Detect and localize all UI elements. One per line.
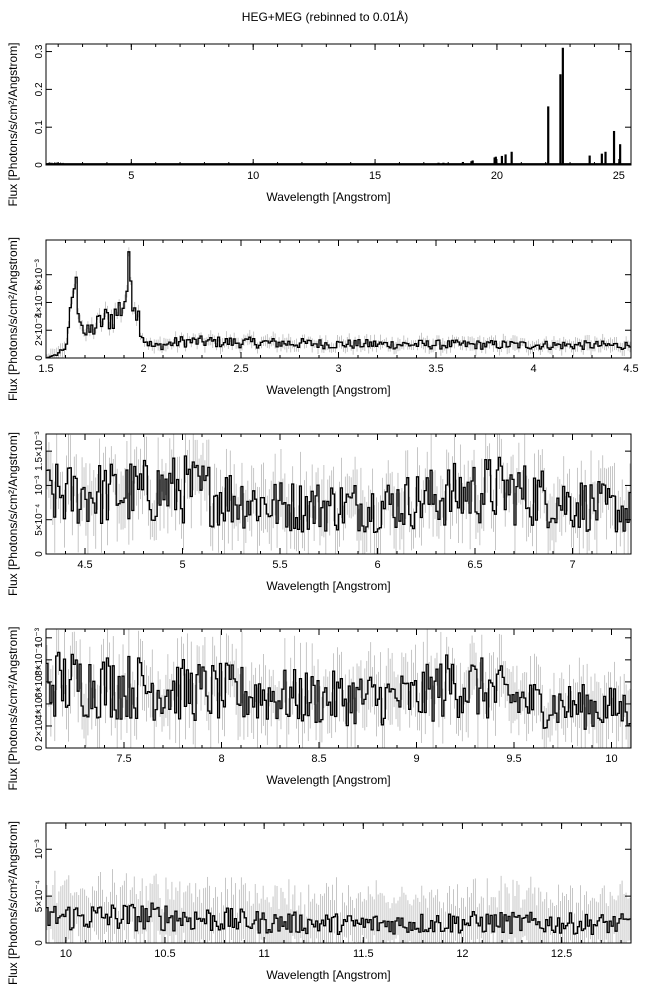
y-tick-label: 6×10⁻⁴ <box>34 666 45 698</box>
data-series <box>46 47 631 165</box>
y-tick-label: 2×10⁻⁴ <box>34 710 45 742</box>
x-tick-label: 10 <box>605 753 617 765</box>
plot-frame <box>45 822 632 944</box>
data-series <box>46 247 631 358</box>
x-tick-label: 3 <box>335 363 341 375</box>
emission-line <box>470 161 473 164</box>
spectrum-step-line <box>46 251 631 358</box>
y-axis-label: Flux [Photons/s/cm²/Angstrom] <box>6 432 20 596</box>
emission-line <box>494 156 497 164</box>
emission-line <box>561 47 564 164</box>
y-tick-label: 0 <box>34 745 45 751</box>
x-axis-label: Wavelength [Angstrom] <box>266 190 390 204</box>
emission-line <box>493 157 496 164</box>
x-tick-label: 11.5 <box>353 948 374 960</box>
emission-line <box>547 106 550 164</box>
y-tick-label: 0 <box>34 940 45 946</box>
x-tick-label: 7 <box>569 559 575 571</box>
panel-1: 5 10 15 20 25 0 0.1 0.2 0.3 Wavelength [Angstrom]… <box>6 42 632 207</box>
y-tick-label: 10⁻³ <box>34 627 45 647</box>
y-tick-label: 0 <box>34 355 45 361</box>
x-tick-label: 9 <box>413 753 419 765</box>
y-tick-label: 0 <box>34 551 45 557</box>
panel-2: 1.5 2 2.5 3 3.5 4 4.5 0 2×10⁻³4×10⁻³6×10⁻³ Wavele… <box>6 237 639 401</box>
panel-4: 7.5 8 8.5 9 9.5 10 0 2×10⁻⁴4×10⁻⁴6×10⁻⁴8×10⁻⁴10… <box>6 626 632 791</box>
emission-line <box>612 130 616 164</box>
x-tick-label: 12.5 <box>551 948 572 960</box>
x-tick-label: 2 <box>140 363 146 375</box>
x-axis-label: Wavelength [Angstrom] <box>266 579 390 593</box>
y-axis-label: Flux [Photons/s/cm²/Angstrom] <box>6 42 20 206</box>
plot-frame <box>45 43 632 166</box>
y-tick-label: 10⁻³ <box>34 839 45 859</box>
data-series <box>46 434 631 554</box>
x-tick-label: 4.5 <box>77 559 92 571</box>
y-axis-label: Flux [Photons/s/cm²/Angstrom] <box>6 237 20 401</box>
x-tick-label: 3.5 <box>428 363 443 375</box>
x-tick-label: 9.5 <box>506 753 521 765</box>
emission-line <box>559 74 562 164</box>
y-tick-label: 1.5×10⁻³ <box>34 431 45 471</box>
y-axis-label: Flux [Photons/s/cm²/Angstrom] <box>6 626 20 790</box>
x-tick-label: 8 <box>218 753 224 765</box>
spectrum-step-line <box>46 651 631 730</box>
emission-line <box>442 162 445 164</box>
emission-line <box>619 144 622 164</box>
spectrum-step-line <box>46 902 631 936</box>
x-axis-label: Wavelength [Angstrom] <box>266 968 390 982</box>
emission-line <box>500 155 504 164</box>
emission-line <box>588 155 591 164</box>
x-tick-label: 12 <box>456 948 468 960</box>
emission-line <box>510 151 513 164</box>
y-tick-label: 10⁻³ <box>34 475 45 495</box>
plot-frame <box>45 239 632 359</box>
y-tick-label: 0.2 <box>34 82 45 96</box>
y-tick-label: 5×10⁻⁴ <box>34 504 45 536</box>
x-axis-label: Wavelength [Angstrom] <box>266 383 390 397</box>
x-tick-label: 25 <box>613 170 625 182</box>
x-tick-label: 5.5 <box>272 559 287 571</box>
x-tick-label: 6 <box>374 559 380 571</box>
y-tick-label: 6×10⁻³ <box>34 258 45 290</box>
y-tick-label: 0 <box>34 162 45 168</box>
emission-line <box>600 153 603 164</box>
x-tick-label: 8.5 <box>311 753 326 765</box>
y-axis-label: Flux [Photons/s/cm²/Angstrom] <box>6 821 20 985</box>
y-tick-label: 2×10⁻³ <box>34 314 45 346</box>
panel-5: 10 10.5 11 11.5 12 12.5 0 5×10⁻⁴ 10⁻³ Wavelength … <box>6 821 632 985</box>
emission-line <box>437 162 440 164</box>
x-tick-label: 5 <box>128 170 134 182</box>
x-tick-label: 10 <box>247 170 259 182</box>
x-tick-label: 1.5 <box>38 363 53 375</box>
emission-line <box>504 154 507 164</box>
x-tick-label: 6.5 <box>467 559 482 571</box>
y-tick-label: 8×10⁻⁴ <box>34 644 45 676</box>
y-tick-label: 5×10⁻⁴ <box>34 880 45 912</box>
x-tick-label: 11 <box>258 948 269 960</box>
x-tick-label: 2.5 <box>233 363 248 375</box>
x-tick-label: 4.5 <box>623 363 638 375</box>
data-series <box>46 629 631 748</box>
x-tick-label: 15 <box>369 170 381 182</box>
x-tick-label: 10 <box>60 948 72 960</box>
y-tick-label: 4×10⁻³ <box>34 286 45 318</box>
y-tick-label: 4×10⁻⁴ <box>34 688 45 720</box>
spectrum-step-line <box>46 455 631 534</box>
x-tick-label: 7.5 <box>116 753 131 765</box>
y-tick-label: 0.1 <box>34 120 45 134</box>
x-tick-label: 4 <box>530 363 536 375</box>
emission-line <box>461 161 465 164</box>
emission-line <box>604 151 607 164</box>
x-tick-label: 5 <box>179 559 185 571</box>
data-series <box>46 869 631 943</box>
x-tick-label: 10.5 <box>154 948 175 960</box>
figure-title: HEG+MEG (rebinned to 0.01Å) <box>241 10 409 24</box>
x-axis-label: Wavelength [Angstrom] <box>266 773 390 787</box>
panel-3: 4.5 5 5.5 6 6.5 7 0 5×10⁻⁴ 10⁻³ 1.5×10⁻³ Wavelengt… <box>6 431 632 596</box>
x-tick-label: 20 <box>491 170 503 182</box>
y-tick-label: 0.3 <box>34 44 45 58</box>
